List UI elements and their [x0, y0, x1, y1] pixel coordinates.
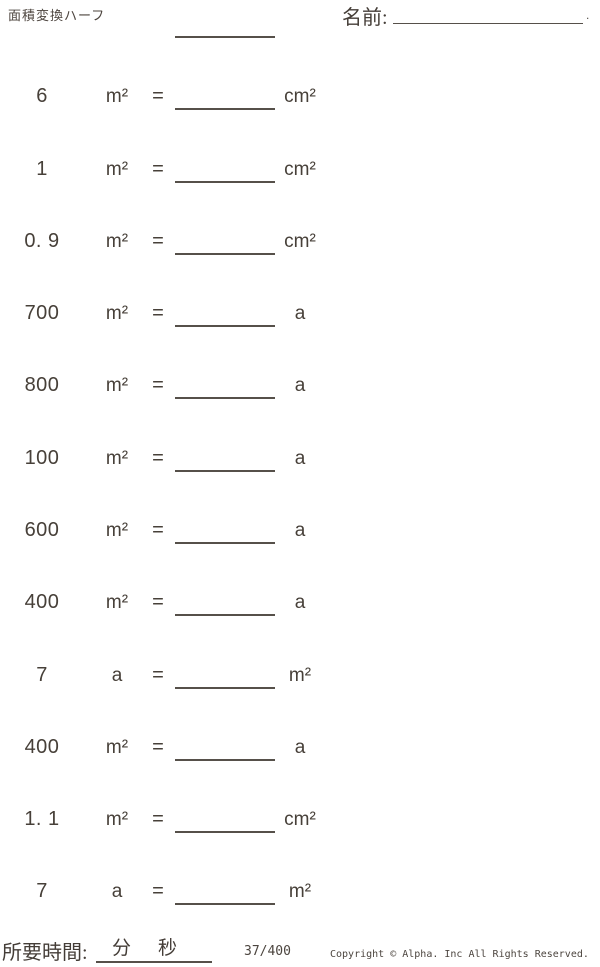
problem-value: 0. 9: [24, 230, 60, 252]
problem-row: 100 m² = a: [0, 444, 340, 472]
problem-to-unit: cm²: [284, 809, 316, 830]
name-blank-line: [393, 6, 583, 24]
equals-sign: =: [152, 85, 164, 107]
problem-from-unit: m²: [105, 520, 129, 541]
problem-value: 1. 1: [24, 808, 60, 830]
problem-row: 800 m² = a: [0, 371, 340, 399]
progress-counter: 37/400: [244, 944, 291, 959]
problem-from-unit: m²: [105, 231, 129, 252]
equals-sign: =: [152, 374, 164, 396]
problem-row: 700 m² = a: [0, 299, 340, 327]
answer-blank: [175, 297, 275, 327]
equals-sign: =: [152, 302, 164, 324]
problem-row: 400 m² = a: [0, 733, 340, 761]
answer-blank: [175, 153, 275, 183]
problem-from-unit: a: [111, 881, 123, 902]
answer-blank: [175, 659, 275, 689]
answer-blank: [175, 875, 275, 905]
problem-to-unit: cm²: [284, 86, 316, 107]
problem-value: 800: [24, 374, 60, 396]
page-title: 面積変換ハーフ: [8, 8, 106, 23]
equals-sign: =: [152, 591, 164, 613]
problem-row: 1 m² = cm²: [0, 155, 340, 183]
equals-sign: =: [152, 736, 164, 758]
problem-row: 7 a = m²: [0, 661, 340, 689]
problem-to-unit: a: [294, 448, 306, 469]
problem-to-unit: cm²: [284, 231, 316, 252]
problem-to-unit: cm²: [284, 159, 316, 180]
problem-from-unit: a: [111, 665, 123, 686]
equals-sign: =: [152, 158, 164, 180]
problem-value: 100: [24, 447, 60, 469]
problem-from-unit: m²: [105, 159, 129, 180]
problem-from-unit: m²: [105, 737, 129, 758]
problem-row: 7 a = m²: [0, 877, 340, 905]
seconds-label: 秒: [158, 938, 178, 959]
problem-row: 0. 9 m² = cm²: [0, 227, 340, 255]
equals-sign: =: [152, 519, 164, 541]
answer-blank: [175, 731, 275, 761]
problem-to-unit: m²: [288, 665, 312, 686]
answer-blank: [175, 369, 275, 399]
problem-from-unit: m²: [105, 448, 129, 469]
problem-value: 400: [24, 591, 60, 613]
problem-to-unit: a: [294, 520, 306, 541]
problem-value: 6: [36, 85, 48, 107]
problem-value: 400: [24, 736, 60, 758]
problem-value: 7: [36, 664, 48, 686]
answer-blank: [175, 442, 275, 472]
problem-to-unit: a: [294, 737, 306, 758]
problem-from-unit: m²: [105, 592, 129, 613]
time-required-label: 所要時間:: [2, 942, 88, 964]
problem-value: 600: [24, 519, 60, 541]
equals-sign: =: [152, 447, 164, 469]
equals-sign: =: [152, 664, 164, 686]
answer-blank: [175, 80, 275, 110]
equals-sign: =: [152, 230, 164, 252]
equals-sign: =: [152, 880, 164, 902]
copyright-notice: Copyright © Alpha. Inc All Rights Reserv…: [330, 949, 589, 960]
problem-to-unit: a: [294, 592, 306, 613]
problem-value: 1: [36, 158, 48, 180]
problem-from-unit: m²: [105, 86, 129, 107]
answer-blank: [175, 803, 275, 833]
name-end-mark: .: [586, 8, 590, 22]
problem-to-unit: a: [294, 303, 306, 324]
equals-sign: =: [152, 808, 164, 830]
time-blank-line: 分 秒: [96, 936, 212, 963]
problem-row: 600 m² = a: [0, 516, 340, 544]
answer-blank: [175, 514, 275, 544]
problem-from-unit: m²: [105, 303, 129, 324]
problem-to-unit: m²: [288, 881, 312, 902]
problem-value: 700: [24, 302, 60, 324]
name-label: 名前:: [342, 7, 388, 29]
problem-row: 6 m² = cm²: [0, 82, 340, 110]
problem-from-unit: m²: [105, 375, 129, 396]
problem-value: 7: [36, 880, 48, 902]
problem-from-unit: m²: [105, 809, 129, 830]
minutes-label: 分: [112, 938, 132, 959]
problem-row: 400 m² = a: [0, 588, 340, 616]
partial-answer-blank: [175, 9, 275, 38]
problem-row: 1. 1 m² = cm²: [0, 805, 340, 833]
problem-to-unit: a: [294, 375, 306, 396]
answer-blank: [175, 586, 275, 616]
answer-blank: [175, 225, 275, 255]
